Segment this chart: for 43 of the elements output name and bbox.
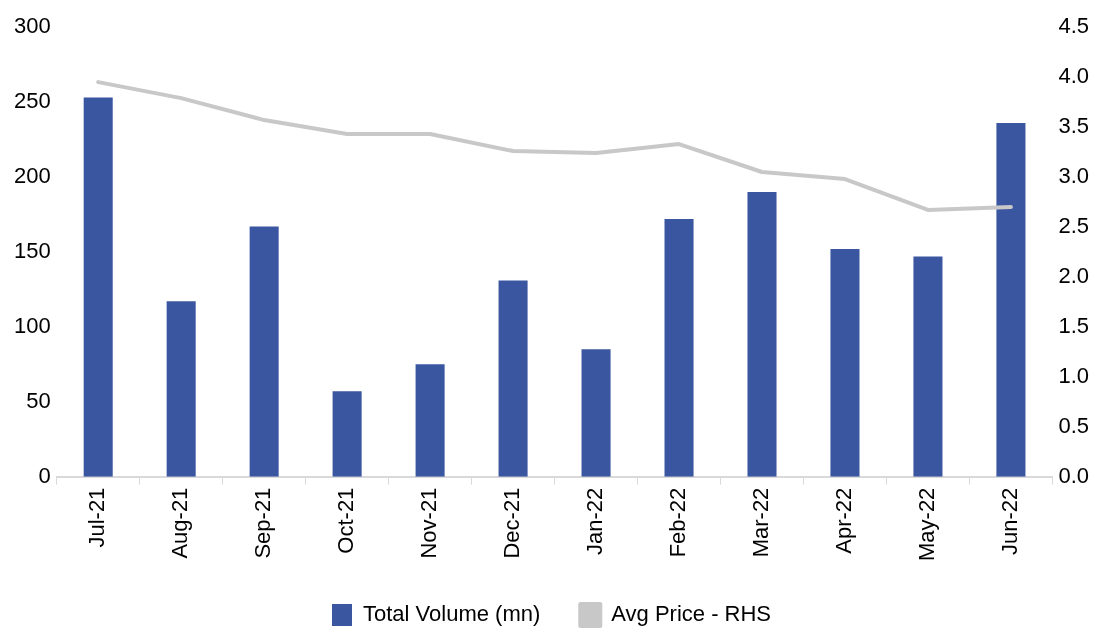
bar xyxy=(913,256,943,477)
x-tick-label: Nov-21 xyxy=(416,487,442,559)
legend-label: Total Volume (mn) xyxy=(362,601,541,627)
x-tick-label: Feb-22 xyxy=(665,487,691,558)
y2-tick-label: 4.5 xyxy=(1058,13,1090,39)
x-tick-label: Apr-22 xyxy=(831,487,857,554)
bar xyxy=(249,226,279,477)
bar xyxy=(498,280,528,477)
y2-tick-label: 1.5 xyxy=(1058,312,1090,338)
y-tick-label: 0 xyxy=(38,462,51,488)
bar xyxy=(830,248,860,477)
x-tick-label: May-22 xyxy=(914,487,940,561)
y2-tick-label: 0.0 xyxy=(1058,462,1090,488)
x-tick-label: Oct-21 xyxy=(333,487,359,554)
bar xyxy=(332,391,362,477)
x-tick-label: Jun-22 xyxy=(996,487,1022,555)
x-tick-label: Mar-22 xyxy=(748,487,774,558)
bar xyxy=(747,192,777,477)
legend-label: Avg Price - RHS xyxy=(611,601,772,627)
bar xyxy=(581,349,611,477)
x-tick-label: Sep-21 xyxy=(250,487,276,559)
y-tick-label: 50 xyxy=(26,387,51,413)
x-tick-label: Dec-21 xyxy=(499,487,525,559)
bar xyxy=(996,123,1026,477)
y2-tick-label: 0.5 xyxy=(1058,412,1090,438)
x-tick-label: Jan-22 xyxy=(582,487,608,555)
bar xyxy=(664,218,694,477)
y2-tick-label: 3.5 xyxy=(1058,113,1090,139)
x-tick-label: Aug-21 xyxy=(167,487,193,559)
y2-tick-label: 4.0 xyxy=(1058,63,1090,89)
y-tick-label: 300 xyxy=(13,13,51,39)
y2-tick-label: 1.0 xyxy=(1058,362,1090,388)
y2-tick-label: 2.5 xyxy=(1058,213,1090,239)
bar xyxy=(83,97,113,477)
y-tick-label: 150 xyxy=(13,237,51,263)
y-tick-label: 100 xyxy=(13,312,51,338)
y2-tick-label: 3.0 xyxy=(1058,163,1090,189)
bar xyxy=(166,301,196,477)
y-tick-label: 250 xyxy=(13,88,51,114)
y2-tick-label: 2.0 xyxy=(1058,262,1090,288)
y-tick-label: 200 xyxy=(13,163,51,189)
x-tick-label: Jul-21 xyxy=(84,487,110,548)
bar xyxy=(415,364,445,477)
